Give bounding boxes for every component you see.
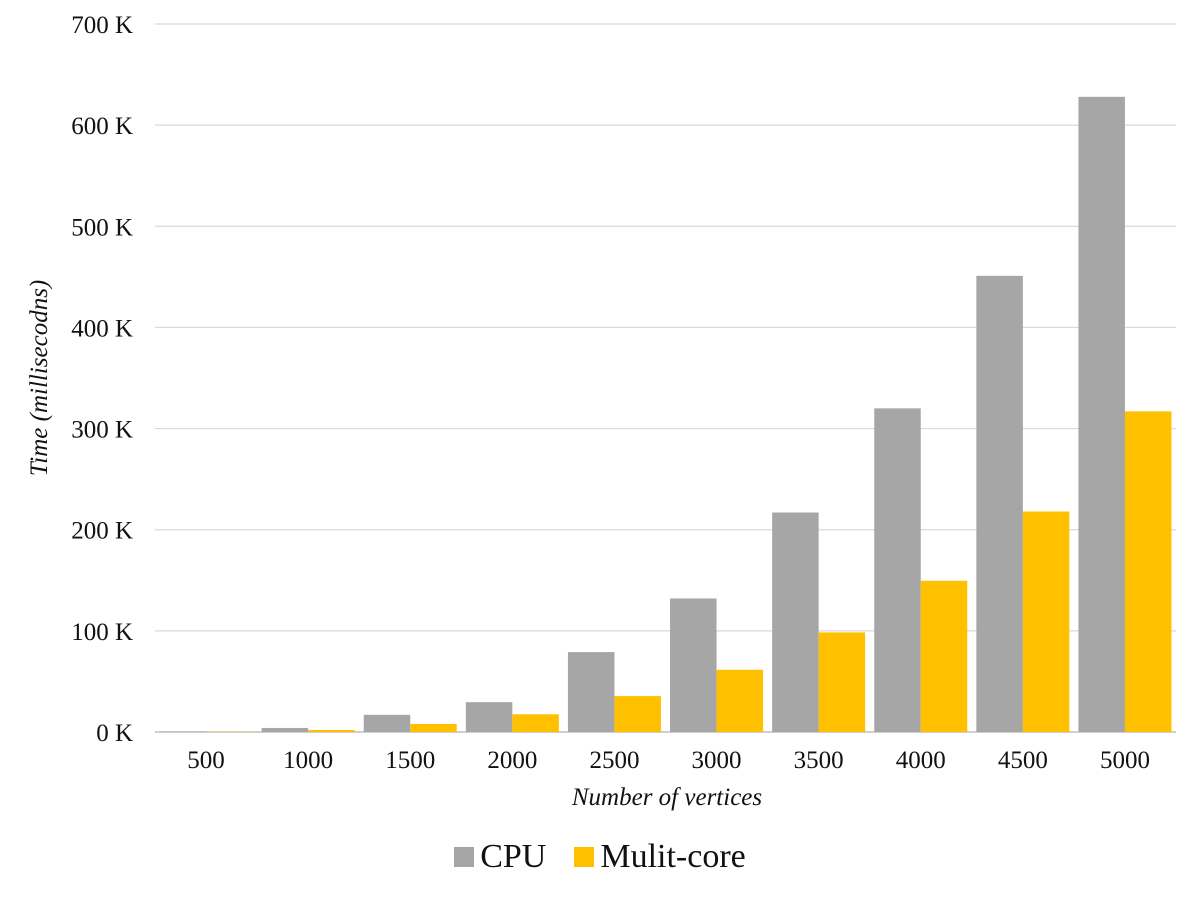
y-tick-label: 200 K <box>71 518 133 545</box>
legend: CPU Mulit-core <box>0 838 1200 876</box>
legend-label-cpu: CPU <box>480 838 547 875</box>
x-tick-label: 5000 <box>1100 747 1150 774</box>
bars <box>159 96 1172 732</box>
bar-cpu-2000 <box>465 702 513 732</box>
bar-mulit-core-4000 <box>920 580 968 732</box>
legend-swatch-multi-core <box>574 847 595 867</box>
bar-mulit-core-3500 <box>818 632 866 732</box>
x-tick-labels: 500 1000 1500 2000 2500 3000 3500 4000 4500 5000 <box>187 747 1150 774</box>
legend-swatch-cpu <box>454 847 475 867</box>
bar-mulit-core-1500 <box>410 723 457 732</box>
x-tick-label: 500 <box>187 747 225 774</box>
y-tick-label: 100 K <box>71 619 133 646</box>
bar-mulit-core-5000 <box>1124 411 1172 732</box>
legend-label-multi-core: Mulit-core <box>600 838 746 875</box>
y-tick-labels: 0 K 100 K 200 K 300 K 400 K 500 K 600 K 700 K <box>71 12 133 747</box>
bar-mulit-core-1000 <box>308 729 355 732</box>
x-tick-label: 2500 <box>589 747 639 774</box>
y-tick-label: 700 K <box>71 12 133 39</box>
y-tick-label: 400 K <box>71 315 133 342</box>
bar-mulit-core-3000 <box>716 669 764 732</box>
bar-cpu-4500 <box>976 275 1023 732</box>
legend-item-multi-core: Mulit-core <box>574 838 746 876</box>
x-tick-label: 4000 <box>896 747 946 774</box>
x-tick-label: 2000 <box>487 747 537 774</box>
y-tick-label: 600 K <box>71 113 133 140</box>
bar-mulit-core-2000 <box>512 714 559 732</box>
x-tick-label: 3500 <box>794 747 844 774</box>
x-tick-label: 4500 <box>998 747 1048 774</box>
x-tick-label: 1000 <box>283 747 333 774</box>
bar-cpu-500 <box>159 731 207 732</box>
y-tick-label: 500 K <box>71 214 133 241</box>
bar-cpu-3500 <box>772 512 819 732</box>
bar-mulit-core-4500 <box>1022 511 1070 732</box>
legend-item-cpu: CPU <box>454 838 546 876</box>
bar-mulit-core-2500 <box>614 696 661 732</box>
x-tick-label: 3000 <box>692 747 742 774</box>
bar-cpu-3000 <box>670 598 717 732</box>
bar-cpu-2500 <box>567 652 615 732</box>
y-tick-label: 0 K <box>96 720 133 747</box>
bar-cpu-5000 <box>1078 96 1125 732</box>
x-tick-label: 1500 <box>385 747 435 774</box>
bar-cpu-1000 <box>261 727 309 732</box>
x-axis-title: Number of vertices <box>571 784 762 811</box>
bar-cpu-1500 <box>363 714 411 732</box>
bar-cpu-4000 <box>874 408 921 732</box>
bar-chart: 0 K 100 K 200 K 300 K 400 K 500 K 600 K 700 K 5… <box>26 12 1176 811</box>
y-tick-label: 300 K <box>71 417 133 444</box>
y-axis-title: Time (millisecodns) <box>26 280 53 477</box>
